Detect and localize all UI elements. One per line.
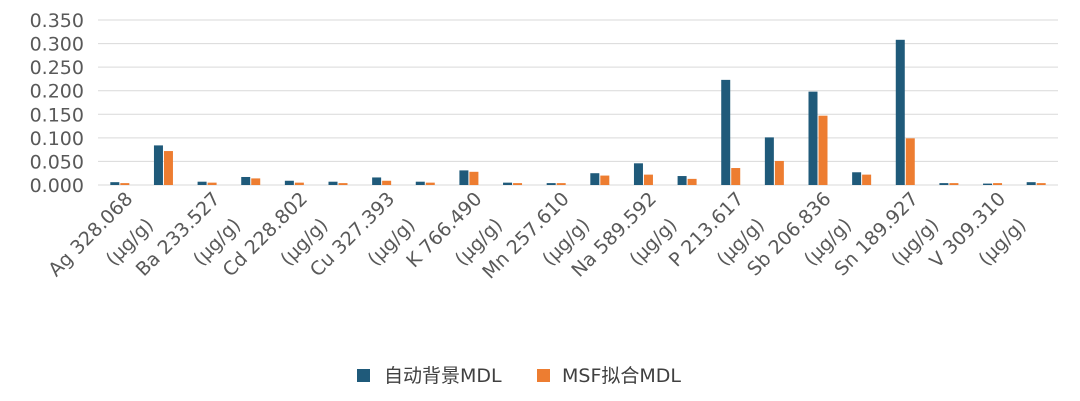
x-tick-label: P 213.617(μg/g) <box>665 188 772 295</box>
bar-series-1 <box>197 181 207 185</box>
x-tick-label-text: P 213.617(μg/g) <box>665 188 772 295</box>
x-tick-label: Ag 328.068(μg/g) <box>44 188 160 304</box>
x-tick-label: Mn 257.610(μg/g) <box>478 188 597 307</box>
legend-swatch-series-2 <box>537 369 550 382</box>
bar-series-1 <box>110 182 120 185</box>
x-tick-label-text: Ba 233.527(μg/g) <box>132 188 248 304</box>
x-tick-label: Sn 189.927(μg/g) <box>830 188 946 304</box>
bar-series-1 <box>415 181 425 185</box>
bar-series-2 <box>818 115 828 185</box>
x-tick-label: Ba 233.527(μg/g) <box>132 188 248 304</box>
bar-series-2 <box>163 151 173 185</box>
bar-series-2 <box>338 183 348 185</box>
bar-series-1 <box>983 183 993 185</box>
bar-series-2 <box>862 174 872 185</box>
x-tick-label: Cd 228.802(μg/g) <box>219 188 336 305</box>
y-tick-label: 0.050 <box>30 151 84 173</box>
bar-series-1 <box>852 172 862 185</box>
bar-series-2 <box>600 175 610 185</box>
bar-series-1 <box>764 137 774 185</box>
x-tick-label-text: Na 589.592(μg/g) <box>567 188 684 305</box>
bar-series-1 <box>590 173 600 185</box>
x-tick-label-text: Cd 228.802(μg/g) <box>219 188 336 305</box>
bar-series-1 <box>241 176 251 185</box>
bar-series-2 <box>643 174 653 185</box>
x-tick-label: V 309.310(μg/g) <box>926 188 1034 296</box>
x-tick-label-text: Ag 328.068(μg/g) <box>44 188 160 304</box>
bar-series-1 <box>1026 182 1036 185</box>
bar-series-2 <box>513 183 523 185</box>
bar-series-2 <box>556 183 566 185</box>
bar-series-1 <box>633 163 643 185</box>
bar-series-2 <box>251 178 261 185</box>
x-axis-labels: Ag 328.068(μg/g)Ba 233.527(μg/g)Cd 228.8… <box>44 188 1034 307</box>
bar-series-2 <box>949 183 959 185</box>
bar-series-1 <box>546 183 556 185</box>
bar-series-1 <box>895 39 905 185</box>
bar-series-2 <box>382 180 392 185</box>
bar-series-2 <box>905 138 915 185</box>
x-tick-label-text: Mn 257.610(μg/g) <box>478 188 597 307</box>
bar-series-1 <box>153 145 163 185</box>
y-tick-label: 0.250 <box>30 57 84 79</box>
bar-series-1 <box>721 79 731 185</box>
bar-series-2 <box>469 171 479 185</box>
bar-series-1 <box>459 170 469 185</box>
x-tick-label-text: Cu 327.393(μg/g) <box>306 188 423 305</box>
bar-series-2 <box>993 183 1003 185</box>
x-tick-label-text: Sb 206.836(μg/g) <box>743 188 859 304</box>
bar-series-2 <box>1036 183 1046 185</box>
bar-series-2 <box>207 182 217 185</box>
legend-label-series-2: MSF拟合MDL <box>562 365 681 387</box>
y-tick-label: 0.350 <box>30 10 84 32</box>
legend: 自动背景MDL MSF拟合MDL <box>357 365 681 387</box>
bars <box>110 39 1046 185</box>
y-tick-label: 0.150 <box>30 104 84 126</box>
x-tick-label: Cu 327.393(μg/g) <box>306 188 423 305</box>
bar-series-2 <box>731 168 741 185</box>
y-tick-label: 0.200 <box>30 81 84 103</box>
y-tick-label: 0.300 <box>30 34 84 56</box>
gridlines <box>98 19 1058 186</box>
legend-swatch-series-1 <box>357 369 370 382</box>
y-tick-label: 0.000 <box>30 175 84 197</box>
x-tick-label-text: Sn 189.927(μg/g) <box>830 188 946 304</box>
bar-series-1 <box>939 183 949 185</box>
bar-series-1 <box>808 91 818 185</box>
x-tick-label: Sb 206.836(μg/g) <box>743 188 859 304</box>
bar-series-1 <box>503 182 513 185</box>
bar-series-1 <box>372 177 382 185</box>
x-tick-label-text: V 309.310(μg/g) <box>926 188 1034 296</box>
legend-label-series-1: 自动背景MDL <box>384 365 502 387</box>
bar-series-2 <box>120 183 130 185</box>
bar-series-2 <box>774 160 784 185</box>
bar-series-2 <box>294 182 304 185</box>
x-tick-label: Na 589.592(μg/g) <box>567 188 684 305</box>
bar-series-1 <box>328 181 338 185</box>
bar-series-1 <box>284 180 294 185</box>
bar-series-1 <box>677 176 687 185</box>
bar-series-2 <box>425 182 435 185</box>
y-tick-label: 0.100 <box>30 128 84 150</box>
bar-series-2 <box>687 178 697 185</box>
